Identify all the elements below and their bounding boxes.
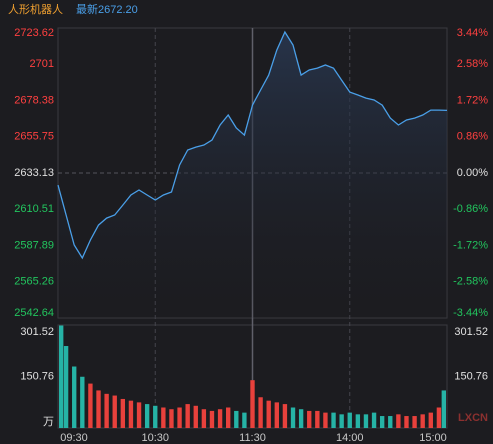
watermark: LXCN [458,412,488,424]
volume-bar [355,414,361,428]
latest-price: 最新2672.20 [76,2,138,16]
volume-bar [226,407,231,428]
volume-bar [96,390,101,428]
y-tick-label: 2610.51 [14,203,54,215]
volume-bar [298,409,304,428]
y2-tick-label: 1.72% [457,94,488,106]
unit-label: 万 [43,416,54,428]
volume-bar [347,412,352,428]
volume-bar [112,395,117,428]
volume-bar [420,414,425,428]
y-tick-label: 2723.62 [14,27,54,39]
y-tick-label: 2678.38 [14,94,54,106]
volume-bar [323,412,328,428]
y2-tick-label: -2.58% [453,276,488,288]
volume-bar [169,409,174,428]
x-tick-label: 15:00 [419,432,447,444]
volume-bar [396,414,401,428]
y2-tick-label: 150.76 [454,370,488,382]
volume-bar [136,402,142,428]
y2-tick-label: -1.72% [453,239,488,251]
price-line [57,30,448,260]
volume-bar [315,410,320,428]
y-tick-label: 2655.75 [14,131,54,143]
y2-tick-label: -0.86% [453,203,488,215]
y2-tick-label: 0.00% [457,167,488,179]
volume-bar [339,414,344,428]
y-tick-label: 2565.26 [14,276,54,288]
volume-bar [144,404,150,428]
chart-title: 人形机器人 [8,2,63,16]
volume-bar [388,416,393,428]
volume-bar [258,397,263,428]
volume-bar [250,380,255,428]
volume-bar [161,407,166,428]
x-tick-label: 10:30 [141,432,169,444]
volume-bar [412,416,417,428]
y-tick-label: 2587.89 [14,239,54,251]
volume-bar [331,412,336,428]
y-tick-label: 150.76 [20,370,54,382]
y2-tick-label: 3.44% [457,27,488,39]
y2-tick-label: 301.52 [454,326,488,338]
x-tick-label: 09:30 [60,432,88,444]
volume-bar [274,402,279,428]
y-tick-label: 301.52 [20,326,54,338]
volume-bar [379,416,385,428]
y-tick-label: 2633.13 [14,167,54,179]
y2-tick-label: 0.86% [457,131,488,143]
volume-bar [120,398,126,428]
y2-tick-label: 2.58% [457,58,488,70]
volume-bar [72,366,77,428]
volume-bar [80,376,85,428]
volume-bar [209,410,215,428]
y-tick-label: 2542.64 [14,307,54,319]
volume-bar [153,405,158,428]
volume-bar [371,412,377,428]
volume-bar [177,407,182,428]
y2-tick-label: -3.44% [453,307,488,319]
volume-bar [363,414,369,428]
volume-bar [201,409,207,428]
x-tick-label: 14:00 [336,432,364,444]
volume-bar [266,400,271,428]
volume-bar [290,407,296,428]
volume-bar [88,383,93,428]
volume-bar [242,412,247,428]
volume-bar [441,390,446,428]
volume-bar [128,400,134,428]
volume-bar [63,346,69,428]
volume-bar [436,407,442,428]
y-tick-label: 2701 [30,58,54,70]
volume-bar [428,412,433,428]
volume-bar [59,325,64,428]
volume-bar [404,416,409,428]
price-area [58,32,447,318]
volume-bar [234,410,239,428]
volume-bar [282,404,288,428]
volume-bar [307,410,312,428]
volume-bar [104,393,109,428]
volume-bar [193,405,198,428]
volume-bar [185,404,190,428]
x-tick-label: 11:30 [239,432,266,444]
volume-bar [217,409,223,428]
